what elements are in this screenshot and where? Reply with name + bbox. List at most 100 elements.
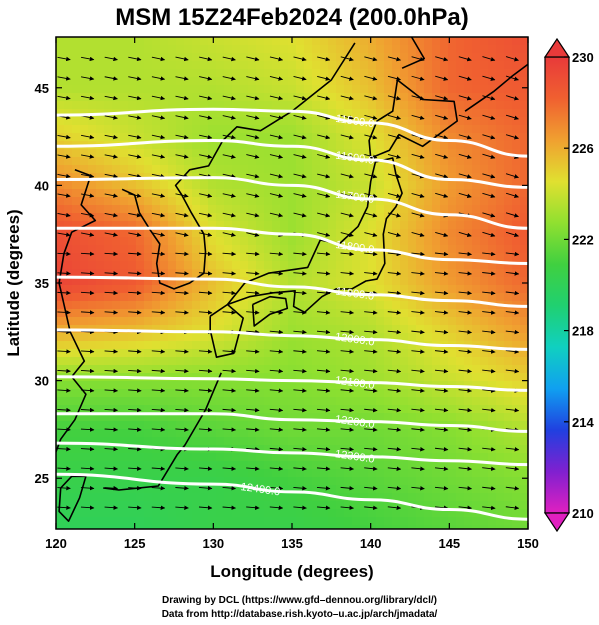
wind-vector [175, 271, 189, 276]
wind-vector [151, 368, 166, 374]
temperature-cell [112, 117, 121, 126]
temperature-cell [312, 445, 321, 454]
temperature-cell [464, 45, 473, 54]
temperature-cell [368, 501, 377, 510]
temperature-cell [344, 501, 353, 510]
temperature-cell [504, 125, 513, 134]
temperature-cell [72, 445, 81, 454]
temperature-cell [520, 381, 528, 390]
temperature-cell [280, 365, 289, 374]
temperature-cell [312, 469, 321, 478]
temperature-cell [136, 293, 145, 302]
temperature-cell [192, 229, 201, 238]
temperature-cell [272, 237, 281, 246]
temperature-cell [312, 229, 321, 238]
temperature-cell [472, 77, 481, 86]
temperature-cell [352, 461, 361, 470]
temperature-cell [80, 213, 89, 222]
temperature-cell [264, 437, 273, 446]
temperature-cell [360, 517, 369, 526]
temperature-cell [152, 341, 161, 350]
temperature-cell [312, 133, 321, 142]
temperature-cell [120, 253, 129, 262]
temperature-cell [184, 93, 193, 102]
temperature-cell [160, 301, 169, 310]
temperature-cell [184, 293, 193, 302]
wind-vector [57, 193, 71, 198]
wind-vector [198, 368, 213, 374]
temperature-cell [384, 125, 393, 134]
temperature-cell [80, 461, 89, 470]
temperature-cell [296, 373, 305, 382]
temperature-cell [120, 381, 129, 390]
temperature-cell [416, 165, 425, 174]
temperature-cell [488, 53, 497, 62]
temperature-cell [496, 453, 505, 462]
temperature-cell [472, 205, 481, 214]
temperature-cell [328, 269, 337, 278]
wind-vector [222, 427, 236, 432]
temperature-cell [400, 509, 409, 518]
temperature-cell [56, 149, 65, 158]
temperature-cell [224, 213, 233, 222]
wind-vector [104, 76, 118, 81]
temperature-cell [232, 413, 241, 422]
temperature-cell [304, 485, 313, 494]
temperature-cell [392, 221, 401, 230]
temperature-cell [304, 197, 313, 206]
wind-vector [505, 134, 519, 140]
temperature-cell [168, 53, 177, 62]
temperature-cell [120, 421, 129, 430]
temperature-cell [464, 389, 473, 398]
temperature-cell [168, 397, 177, 406]
temperature-cell [464, 85, 473, 94]
temperature-cell [520, 109, 528, 118]
temperature-cell [408, 389, 417, 398]
temperature-cell [208, 165, 217, 174]
temperature-cell [280, 509, 289, 518]
temperature-cell [96, 317, 105, 326]
temperature-cell [224, 397, 233, 406]
temperature-cell [320, 189, 329, 198]
wind-vector [316, 368, 331, 374]
temperature-cell [400, 101, 409, 110]
wind-vector [246, 271, 260, 276]
temperature-cell [248, 309, 257, 318]
temperature-cell [248, 117, 257, 126]
temperature-cell [416, 437, 425, 446]
temperature-cell [72, 37, 81, 46]
temperature-cell [304, 389, 313, 398]
temperature-cell [360, 253, 369, 262]
temperature-cell [336, 37, 345, 46]
temperature-cell [304, 165, 313, 174]
temperature-cell [248, 461, 257, 470]
temperature-cell [344, 37, 353, 46]
temperature-cell [344, 509, 353, 518]
wind-vector [505, 407, 520, 413]
temperature-cell [360, 237, 369, 246]
temperature-cell [128, 357, 137, 366]
temperature-cell [216, 277, 225, 286]
temperature-cell [232, 349, 241, 358]
temperature-cell [480, 477, 489, 486]
temperature-cell [176, 245, 185, 254]
temperature-cell [248, 453, 257, 462]
wind-vector [128, 349, 142, 354]
temperature-cell [208, 341, 217, 350]
temperature-cell [480, 349, 489, 358]
temperature-cell [360, 101, 369, 110]
temperature-cell [272, 525, 281, 529]
temperature-cell [344, 373, 353, 382]
wind-vector [246, 134, 260, 140]
temperature-cell [456, 269, 465, 278]
wind-vector [458, 310, 472, 315]
temperature-cell [184, 197, 193, 206]
temperature-cell [512, 429, 521, 438]
wind-vector [128, 446, 142, 452]
temperature-cell [152, 277, 161, 286]
temperature-cell [248, 37, 257, 46]
temperature-cell [72, 165, 81, 174]
temperature-cell [520, 397, 528, 406]
temperature-cell [264, 349, 273, 358]
temperature-cell [328, 365, 337, 374]
